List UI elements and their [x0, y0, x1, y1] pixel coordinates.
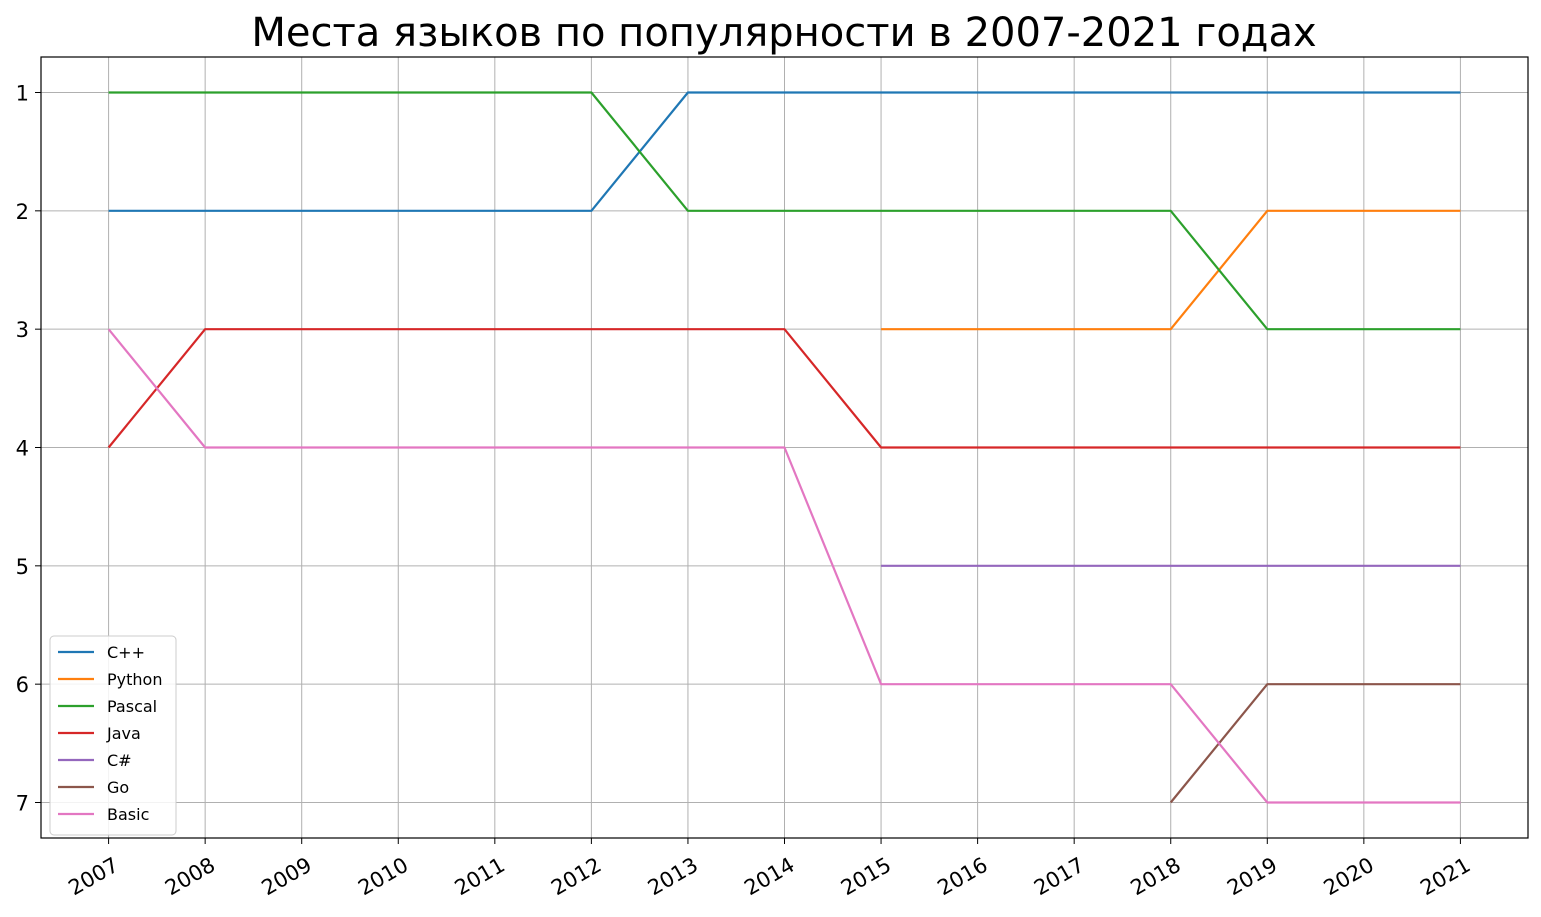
legend-label: Python [107, 670, 162, 689]
y-tick-label: 7 [16, 792, 29, 816]
chart-title: Места языков по популярности в 2007-2021… [251, 10, 1316, 56]
legend-label: Java [106, 724, 141, 743]
legend-label: C++ [107, 643, 145, 662]
series-line-basic [107, 328, 1461, 804]
y-tick-label: 6 [16, 673, 29, 697]
legend-label: Basic [107, 805, 149, 824]
y-tick-label: 1 [16, 82, 29, 106]
legend: C++ Python Pascal Java C# Go Basic [49, 635, 177, 836]
y-tick-label: 5 [16, 555, 29, 579]
legend-label: Pascal [107, 697, 157, 716]
series-line-c [108, 91, 1461, 212]
legend-label: Go [107, 778, 129, 797]
legend-box [49, 635, 177, 836]
y-tick-label: 2 [16, 200, 29, 224]
series-lines [107, 91, 1461, 804]
series-line-pascal [108, 91, 1461, 331]
y-axis: 1 2 3 4 5 6 7 [16, 82, 41, 816]
legend-label: C# [107, 751, 132, 770]
y-tick-label: 3 [16, 318, 29, 342]
series-line-java [107, 328, 1461, 449]
y-tick-label: 4 [16, 437, 29, 461]
series-line-python [881, 209, 1461, 331]
